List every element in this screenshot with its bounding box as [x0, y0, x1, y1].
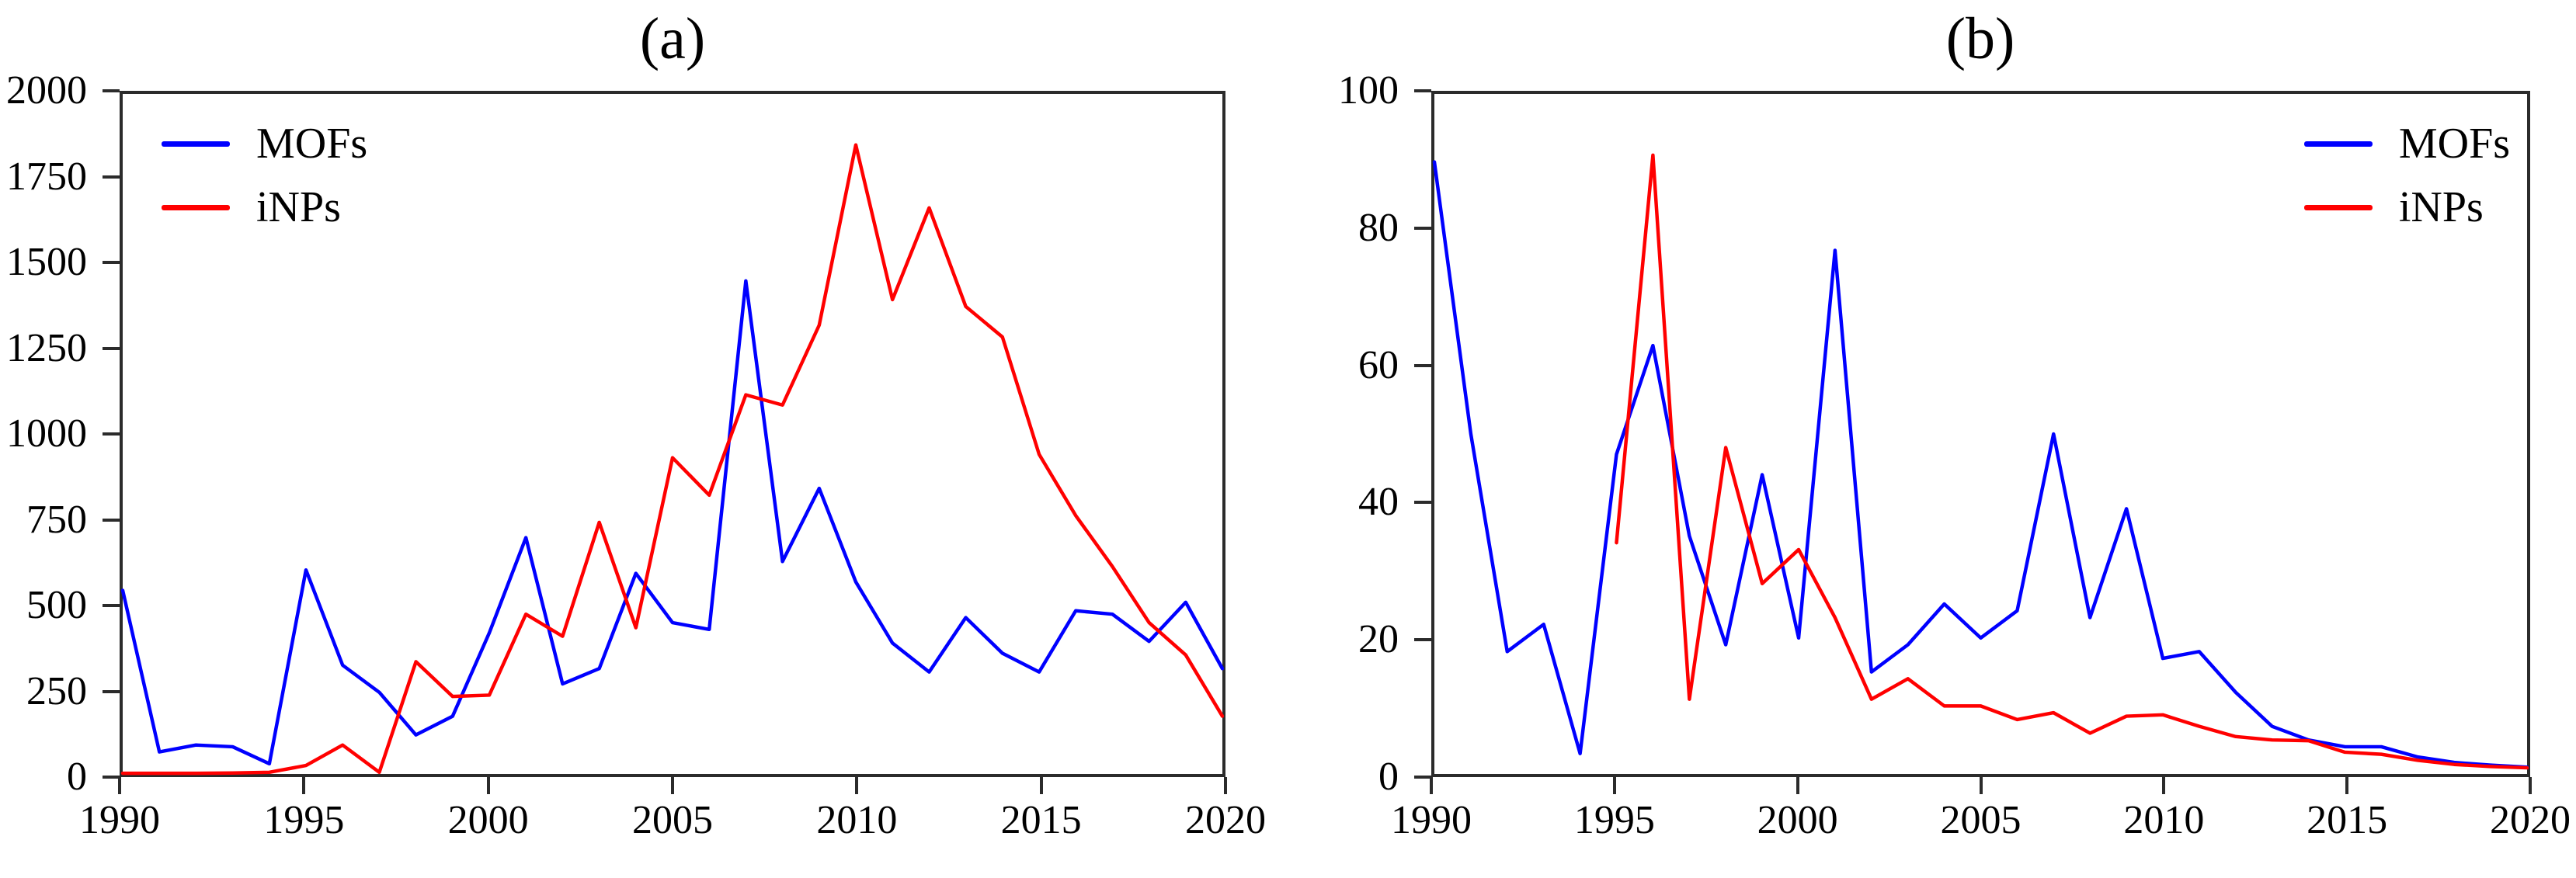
legend-label: iNPs [256, 183, 341, 231]
x-tick-label: 2010 [2123, 798, 2205, 842]
y-tick-mark [103, 261, 120, 264]
y-tick-mark [103, 346, 120, 350]
y-tick-label: 2000 [6, 68, 87, 113]
x-tick-mark [1612, 777, 1616, 794]
y-tick-label: 250 [26, 668, 87, 713]
legend-item-inps: iNPs [2303, 183, 2484, 231]
y-tick-label: 1000 [6, 411, 87, 456]
x-tick-label: 2020 [2490, 798, 2571, 842]
x-tick-label: 2000 [447, 798, 529, 842]
chart-b: (b) 0 20 40 60 80 100 1990 1995 2000 2005 2010 2015… [1338, 6, 2571, 841]
x-tick-mark [1430, 777, 1433, 794]
x-tick-label: 2020 [1185, 798, 1266, 842]
y-tick-mark [1414, 501, 1431, 505]
legend-item-mofs: MOFs [162, 120, 367, 167]
y-tick-label: 500 [26, 583, 87, 627]
inps-legend-swatch [2303, 204, 2373, 210]
y-tick-mark [103, 89, 120, 92]
legend-b: MOFs iNPs [2303, 120, 2510, 231]
x-tick-mark [855, 777, 859, 794]
x-tick-label: 1995 [1573, 798, 1655, 842]
chart-b-title: (b) [1945, 6, 2015, 71]
x-tick-label: 2010 [816, 798, 898, 842]
legend-label: MOFs [256, 120, 368, 168]
x-tick-mark [1979, 777, 1983, 794]
y-tick-label: 750 [26, 497, 87, 542]
y-tick-mark [103, 518, 120, 522]
chart-a-title: (a) [639, 6, 706, 71]
y-tick-label: 100 [1338, 68, 1399, 113]
y-tick-mark [103, 432, 120, 436]
y-tick-label: 40 [1358, 480, 1399, 525]
x-tick-mark [2345, 777, 2349, 794]
x-tick-label: 2015 [2307, 798, 2388, 842]
y-tick-label: 0 [1378, 755, 1399, 799]
y-tick-mark [1414, 776, 1431, 779]
legend-item-mofs: MOFs [2303, 120, 2510, 168]
plot-area-a [120, 91, 1225, 777]
y-tick-label: 60 [1358, 342, 1399, 387]
y-tick-label: 1750 [6, 154, 87, 199]
y-tick-mark [103, 175, 120, 179]
y-tick-label: 0 [67, 755, 87, 799]
inps-line [1615, 153, 2529, 770]
x-tick-mark [302, 777, 306, 794]
y-tick-mark [1414, 226, 1431, 230]
x-tick-label: 1990 [1391, 798, 1472, 842]
legend-label: MOFs [2398, 120, 2510, 168]
y-tick-label: 1250 [6, 325, 87, 370]
mofs-line [1432, 160, 2529, 769]
x-tick-label: 1990 [79, 798, 160, 842]
x-tick-mark [1224, 777, 1227, 794]
y-tick-mark [1414, 363, 1431, 367]
inps-line [120, 143, 1225, 776]
x-tick-mark [486, 777, 490, 794]
x-tick-label: 2005 [1940, 798, 2022, 842]
x-tick-mark [671, 777, 674, 794]
x-tick-mark [118, 777, 121, 794]
plot-canvas-a [120, 143, 1225, 776]
chart-a: (a) 0 250 500 750 1000 1250 1500 1750 2000 1990 19… [6, 6, 1266, 841]
y-tick-mark [103, 776, 120, 779]
x-tick-label: 1995 [263, 798, 345, 842]
y-tick-label: 20 [1358, 617, 1399, 662]
x-tick-mark [1039, 777, 1043, 794]
y-tick-mark [103, 604, 120, 607]
y-tick-mark [1414, 89, 1431, 92]
x-tick-mark [2162, 777, 2166, 794]
x-tick-label: 2000 [1757, 798, 1838, 842]
y-tick-mark [103, 689, 120, 693]
mofs-legend-swatch [2303, 141, 2373, 147]
y-tick-label: 1500 [6, 240, 87, 284]
y-tick-mark [1414, 638, 1431, 642]
legend-item-inps: iNPs [162, 184, 367, 231]
x-tick-label: 2015 [1000, 798, 1082, 842]
x-tick-label: 2005 [632, 798, 713, 842]
plot-area-b [1431, 91, 2530, 777]
y-tick-label: 80 [1358, 205, 1399, 250]
x-tick-mark [1796, 777, 1799, 794]
x-tick-mark [2529, 777, 2532, 794]
legend-label: iNPs [2398, 183, 2484, 231]
mofs-legend-swatch [162, 141, 230, 147]
legend-a: MOFs iNPs [162, 120, 367, 231]
inps-legend-swatch [162, 204, 230, 210]
mofs-line [120, 279, 1225, 766]
plot-canvas-b [1432, 153, 2529, 770]
